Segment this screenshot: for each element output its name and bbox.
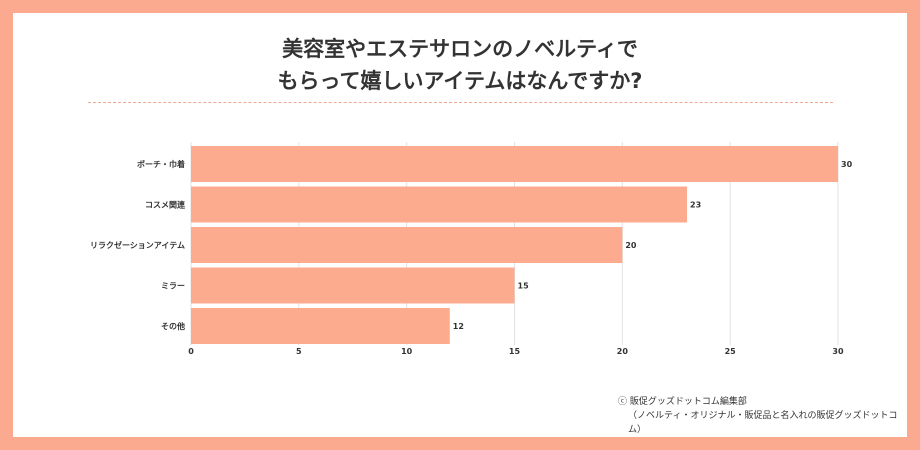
x-tick-label: 10	[401, 347, 413, 356]
y-category-label: ポーチ・巾着	[137, 159, 185, 169]
chart-title: 美容室やエステサロンのノベルティで もらって嬉しいアイテムはなんですか?	[13, 33, 907, 97]
bar	[191, 308, 450, 344]
data-label: 12	[453, 322, 464, 331]
divider	[88, 102, 833, 103]
data-label: 15	[518, 282, 530, 291]
y-category-label: ミラー	[161, 282, 185, 291]
credit-line-1: ⓒ 販促グッズドットコム編集部	[618, 397, 747, 407]
x-tick-label: 0	[188, 347, 194, 356]
x-tick-label: 30	[832, 347, 844, 356]
credit: ⓒ 販促グッズドットコム編集部 （ノベルティ・オリジナル・販促品と名入れの販促グ…	[618, 395, 907, 437]
y-category-label: リラクゼーションアイテム	[90, 240, 185, 250]
bar	[191, 186, 688, 223]
x-tick-label: 20	[617, 347, 629, 356]
y-category-label: コスメ関連	[145, 200, 186, 210]
title-line-2: もらって嬉しいアイテムはなんですか?	[277, 69, 643, 93]
x-tick-label: 25	[725, 347, 737, 356]
x-tick-label: 5	[296, 347, 302, 356]
data-label: 23	[690, 201, 701, 210]
title-line-1: 美容室やエステサロンのノベルティで	[282, 37, 638, 61]
bar	[191, 227, 623, 263]
bar	[191, 146, 838, 182]
y-category-label: その他	[161, 321, 185, 331]
credit-line-2: （ノベルティ・オリジナル・販促品と名入れの販促グッズドットコム）	[628, 411, 898, 435]
card: 美容室やエステサロンのノベルティで もらって嬉しいアイテムはなんですか? ⓒ 販…	[13, 13, 907, 437]
data-label: 30	[841, 160, 853, 169]
data-label: 20	[625, 241, 637, 250]
bar	[191, 267, 515, 304]
x-tick-label: 15	[509, 347, 521, 356]
